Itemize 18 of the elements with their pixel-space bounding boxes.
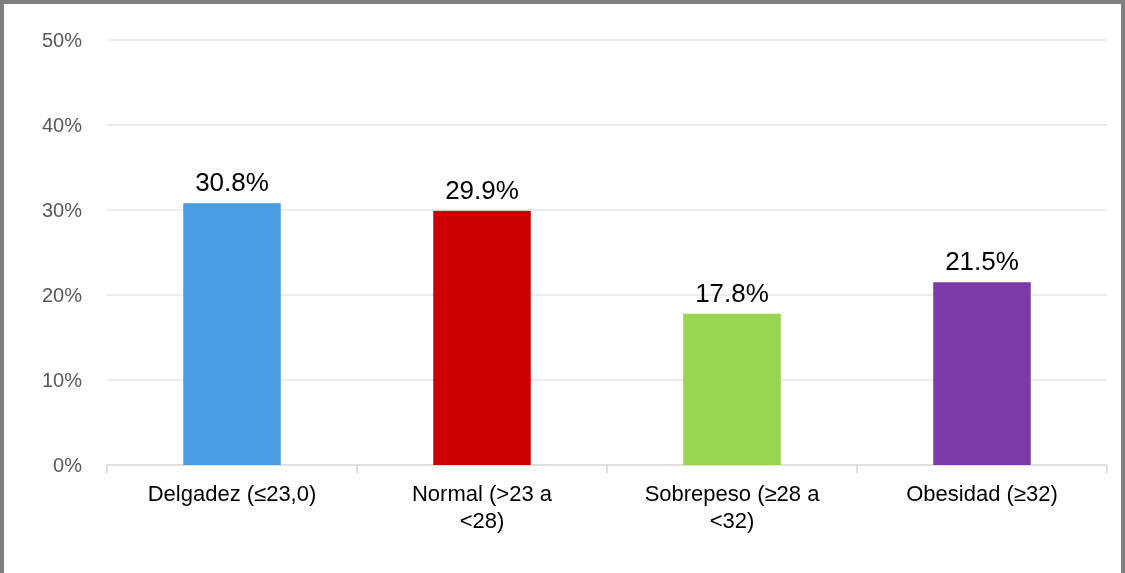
y-tick-label: 10%: [41, 369, 83, 391]
bar: [433, 210, 531, 465]
bar: [933, 282, 1031, 465]
data-label: 29.9%: [445, 174, 519, 205]
x-tick-label: Obesidad (≥32): [906, 481, 1058, 506]
data-label: 17.8%: [695, 277, 769, 308]
y-tick-label: 30%: [41, 199, 83, 221]
x-tick-label: Delgadez (≤23,0): [147, 481, 317, 506]
y-tick-label: 20%: [41, 284, 83, 306]
x-tick-label: Normal (>23 a <28): [411, 481, 553, 533]
y-tick-label: 40%: [41, 114, 83, 136]
y-tick-label: 0%: [53, 454, 83, 476]
y-tick-label: 50%: [41, 29, 83, 51]
x-tick-label: Sobrepeso (≥28 a <32): [644, 481, 821, 533]
data-label: 21.5%: [945, 246, 1019, 277]
data-label: 30.8%: [195, 167, 269, 198]
bar: [183, 203, 281, 465]
bar: [683, 313, 781, 465]
